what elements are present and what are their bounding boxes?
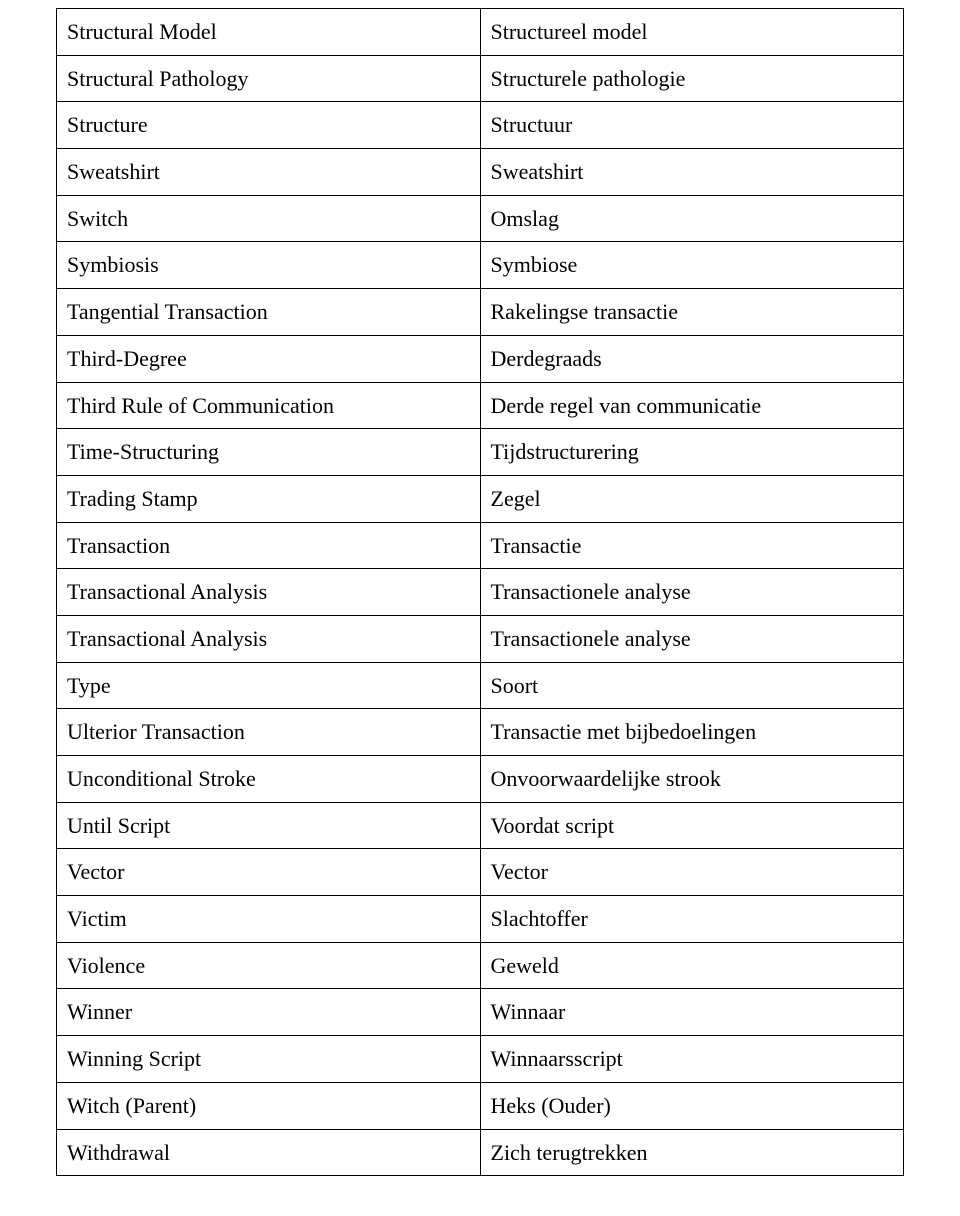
term-english: Vector (57, 849, 481, 896)
table-row: Trading StampZegel (57, 475, 904, 522)
term-english: Third-Degree (57, 335, 481, 382)
table-row: SwitchOmslag (57, 195, 904, 242)
term-dutch: Zich terugtrekken (480, 1129, 904, 1176)
table-row: Time-StructuringTijdstructurering (57, 429, 904, 476)
term-dutch: Structureel model (480, 9, 904, 56)
term-dutch: Sweatshirt (480, 149, 904, 196)
term-english: Until Script (57, 802, 481, 849)
term-dutch: Slachtoffer (480, 896, 904, 943)
table-row: WithdrawalZich terugtrekken (57, 1129, 904, 1176)
term-dutch: Tijdstructurering (480, 429, 904, 476)
term-english: Transactional Analysis (57, 615, 481, 662)
term-dutch: Soort (480, 662, 904, 709)
term-dutch: Derdegraads (480, 335, 904, 382)
term-dutch: Symbiose (480, 242, 904, 289)
term-english: Withdrawal (57, 1129, 481, 1176)
table-row: TransactionTransactie (57, 522, 904, 569)
table-row: Transactional AnalysisTransactionele ana… (57, 569, 904, 616)
term-dutch: Voordat script (480, 802, 904, 849)
table-row: WinnerWinnaar (57, 989, 904, 1036)
term-english: Type (57, 662, 481, 709)
term-english: Winning Script (57, 1036, 481, 1083)
table-row: Unconditional StrokeOnvoorwaardelijke st… (57, 756, 904, 803)
term-english: Unconditional Stroke (57, 756, 481, 803)
table-row: Ulterior TransactionTransactie met bijbe… (57, 709, 904, 756)
table-row: Until ScriptVoordat script (57, 802, 904, 849)
glossary-table: Structural ModelStructureel modelStructu… (56, 8, 904, 1176)
term-english: Tangential Transaction (57, 289, 481, 336)
glossary-table-body: Structural ModelStructureel modelStructu… (57, 9, 904, 1176)
term-dutch: Structurele pathologie (480, 55, 904, 102)
term-english: Time-Structuring (57, 429, 481, 476)
term-dutch: Zegel (480, 475, 904, 522)
term-dutch: Rakelingse transactie (480, 289, 904, 336)
term-english: Symbiosis (57, 242, 481, 289)
term-english: Ulterior Transaction (57, 709, 481, 756)
term-english: Transaction (57, 522, 481, 569)
table-row: ViolenceGeweld (57, 942, 904, 989)
term-dutch: Transactie met bijbedoelingen (480, 709, 904, 756)
term-english: Violence (57, 942, 481, 989)
term-dutch: Onvoorwaardelijke strook (480, 756, 904, 803)
table-row: Structural ModelStructureel model (57, 9, 904, 56)
table-row: SymbiosisSymbiose (57, 242, 904, 289)
term-english: Sweatshirt (57, 149, 481, 196)
table-row: VictimSlachtoffer (57, 896, 904, 943)
term-dutch: Winnaarsscript (480, 1036, 904, 1083)
term-dutch: Transactie (480, 522, 904, 569)
term-english: Victim (57, 896, 481, 943)
term-dutch: Vector (480, 849, 904, 896)
table-row: VectorVector (57, 849, 904, 896)
table-row: Winning ScriptWinnaarsscript (57, 1036, 904, 1083)
table-row: Structural PathologyStructurele patholog… (57, 55, 904, 102)
term-english: Transactional Analysis (57, 569, 481, 616)
table-row: TypeSoort (57, 662, 904, 709)
table-row: Transactional AnalysisTransactionele ana… (57, 615, 904, 662)
table-row: Third Rule of CommunicationDerde regel v… (57, 382, 904, 429)
table-row: SweatshirtSweatshirt (57, 149, 904, 196)
document-page: Structural ModelStructureel modelStructu… (0, 0, 960, 1216)
term-english: Winner (57, 989, 481, 1036)
term-english: Structural Pathology (57, 55, 481, 102)
term-dutch: Transactionele analyse (480, 569, 904, 616)
term-dutch: Winnaar (480, 989, 904, 1036)
term-dutch: Omslag (480, 195, 904, 242)
term-dutch: Geweld (480, 942, 904, 989)
term-dutch: Transactionele analyse (480, 615, 904, 662)
term-dutch: Derde regel van communicatie (480, 382, 904, 429)
term-english: Structure (57, 102, 481, 149)
term-dutch: Structuur (480, 102, 904, 149)
table-row: Third-DegreeDerdegraads (57, 335, 904, 382)
table-row: StructureStructuur (57, 102, 904, 149)
term-english: Third Rule of Communication (57, 382, 481, 429)
table-row: Tangential TransactionRakelingse transac… (57, 289, 904, 336)
term-english: Structural Model (57, 9, 481, 56)
term-english: Trading Stamp (57, 475, 481, 522)
term-english: Switch (57, 195, 481, 242)
